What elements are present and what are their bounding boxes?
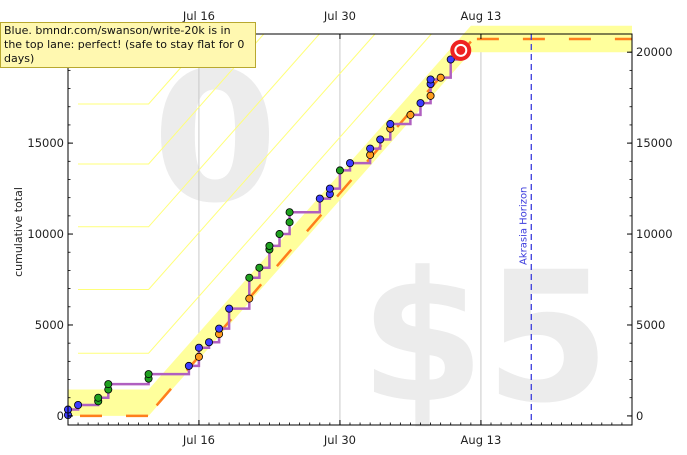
y-tick-label-right: 20000	[636, 45, 673, 59]
data-point	[194, 352, 203, 361]
data-point	[104, 380, 113, 389]
data-point	[74, 400, 83, 409]
x-tick-label-top: Jul 16	[182, 9, 215, 23]
data-point	[406, 110, 415, 119]
target-ring	[456, 45, 466, 55]
x-tick-label-bottom: Jul 30	[323, 433, 356, 447]
data-point	[285, 218, 294, 227]
y-tick-label-right: 5000	[636, 318, 665, 332]
data-point	[386, 120, 395, 129]
akrasia-horizon: Akrasia Horizon	[518, 34, 532, 425]
road-center-ramp	[155, 40, 472, 407]
status-info-box: Blue. bmndr.com/swanson/write-20k is in …	[0, 22, 256, 68]
data-point	[315, 194, 324, 203]
data-point	[366, 144, 375, 153]
target-marker	[450, 39, 472, 61]
y-tick-label-left: 0	[57, 409, 64, 423]
data-point	[325, 184, 334, 193]
x-tick-label-bottom: Aug 13	[461, 433, 502, 447]
y-tick-label-right: 10000	[636, 227, 673, 241]
data-point	[144, 370, 153, 379]
data-point	[335, 166, 344, 175]
lane-line	[78, 33, 432, 354]
x-tick-label-top: Aug 13	[461, 9, 502, 23]
lane-lines	[78, 33, 432, 354]
data-point	[275, 230, 284, 239]
watermark-pledge: $5	[360, 234, 611, 443]
data-point	[94, 393, 103, 402]
y-tick-label-right: 15000	[636, 136, 673, 150]
watermark-safe-days: 0	[152, 34, 277, 243]
y-axis-label: cumulative total	[12, 187, 25, 277]
y-tick-label-left: 15000	[27, 136, 64, 150]
data-point	[436, 73, 445, 82]
x-tick-label-bottom: Jul 16	[182, 433, 215, 447]
data-point	[416, 99, 425, 108]
data-point	[194, 343, 203, 352]
data-point	[376, 135, 385, 144]
data-point	[255, 263, 264, 272]
data-point	[265, 241, 274, 250]
data-point	[285, 208, 294, 217]
data-point	[245, 273, 254, 282]
data-point	[225, 304, 234, 313]
data-point	[426, 91, 435, 100]
watermark-layer: 0 $5	[152, 34, 610, 443]
road-centerline	[80, 37, 632, 418]
data-point	[204, 338, 213, 347]
data-point	[345, 159, 354, 168]
lane-line	[78, 33, 376, 290]
data-point	[446, 55, 455, 64]
data-point	[215, 324, 224, 333]
data-point	[245, 294, 254, 303]
data-point	[184, 361, 193, 370]
data-point	[426, 75, 435, 84]
x-tick-label-top: Jul 30	[323, 9, 356, 23]
y-tick-label-left: 5000	[35, 318, 64, 332]
y-tick-label-left: 10000	[27, 227, 64, 241]
y-tick-label-right: 0	[636, 409, 643, 423]
lane-line	[78, 33, 320, 228]
lane-line	[78, 33, 265, 165]
akrasia-horizon-label: Akrasia Horizon	[518, 187, 529, 265]
